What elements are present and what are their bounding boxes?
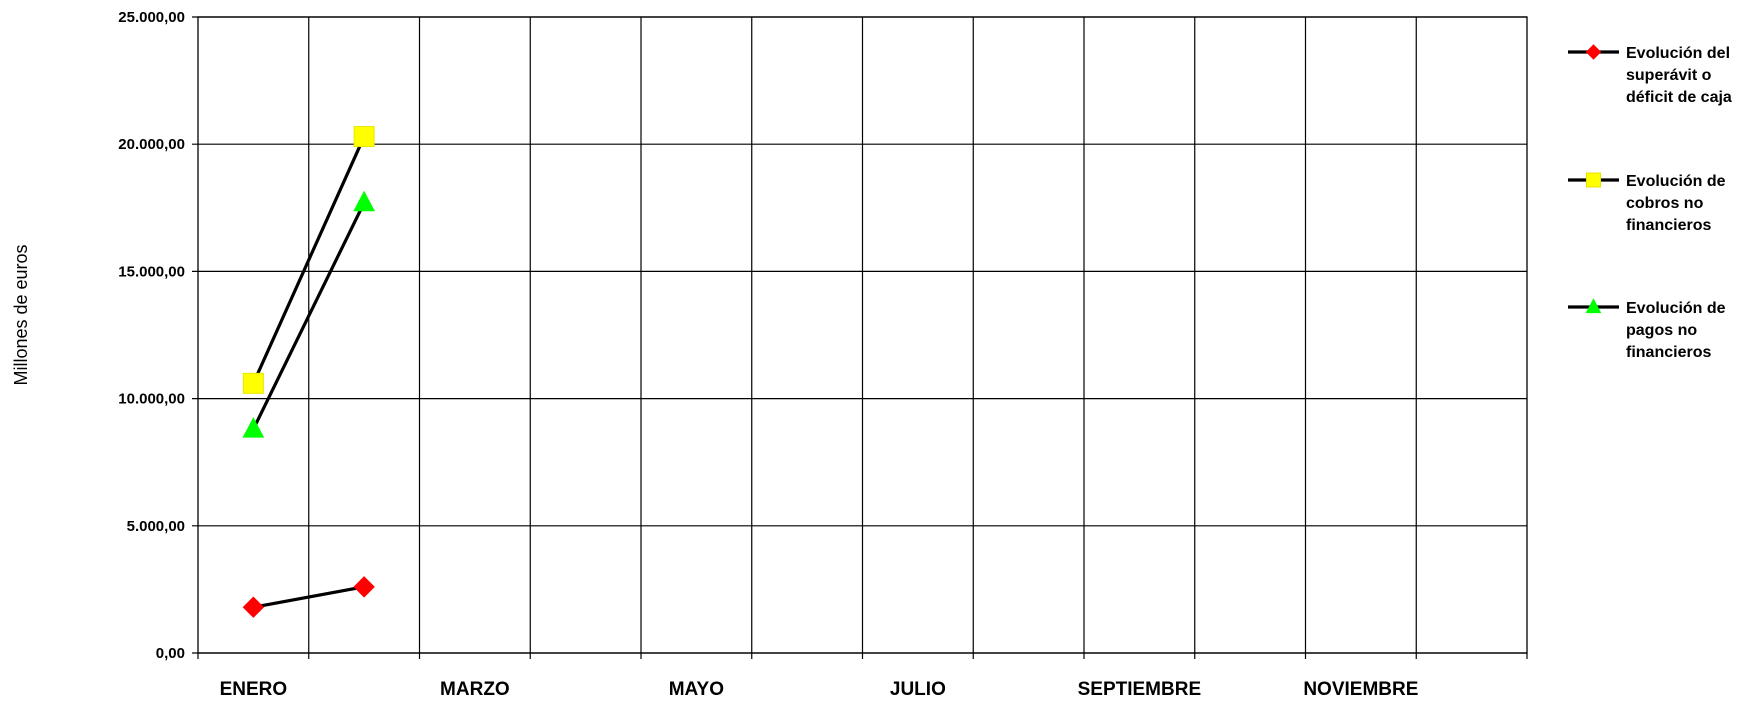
series-2 (242, 126, 375, 394)
data-point-square (1586, 172, 1601, 188)
legend-label: pagos no (1626, 322, 1697, 339)
x-tick-label: SEPTIEMBRE (1078, 679, 1202, 700)
legend-label: déficit de caja (1626, 89, 1732, 106)
y-tick-label: 5.000,00 (127, 518, 185, 535)
data-point-square (242, 372, 264, 394)
legend-entry-2: Evolución de cobros no financieros (1568, 172, 1726, 234)
data-point-triangle (353, 190, 375, 212)
y-tick-label: 15.000,00 (118, 263, 185, 280)
series-3 (242, 190, 375, 438)
y-tick-label: 20.000,00 (118, 136, 185, 153)
legend-label: Evolución de (1626, 173, 1726, 190)
series-1 (242, 576, 375, 618)
legend-label: superávit o (1626, 67, 1712, 84)
x-axis-ticks: ENERO MARZO MAYO JULIO SEPTIEMBRE NOVIEMBRE (220, 679, 1419, 700)
data-point-triangle (242, 417, 265, 438)
y-tick-label: 25.000,00 (118, 9, 185, 26)
legend-label: financieros (1626, 217, 1711, 234)
series-line (251, 202, 366, 430)
x-tick-label: JULIO (890, 679, 946, 700)
series-line (251, 135, 366, 384)
legend-entry-1: Evolución del superávit o déficit de caja (1568, 44, 1732, 106)
legend-entry-3: Evolución de pagos no financieros (1568, 298, 1726, 361)
x-tick-label: NOVIEMBRE (1303, 679, 1418, 700)
data-point-diamond (1585, 44, 1602, 60)
y-axis-label: Millones de euros (11, 244, 31, 385)
legend-label: Evolución de (1626, 300, 1726, 317)
data-point-diamond (242, 596, 265, 618)
y-axis-ticks: 0,00 5.000,00 10.000,00 15.000,00 20.000,00 2… (118, 9, 185, 662)
grid (192, 16, 1528, 659)
series (242, 126, 375, 618)
data-point-diamond (353, 576, 375, 598)
y-tick-label: 10.000,00 (118, 391, 185, 408)
x-tick-label: MARZO (440, 679, 510, 700)
legend-label: Evolución del (1626, 45, 1730, 62)
x-tick-label: ENERO (220, 679, 288, 700)
legend-label: financieros (1626, 344, 1711, 361)
series-line (253, 585, 365, 609)
y-tick-label: 0,00 (156, 645, 185, 662)
x-tick-label: MAYO (669, 679, 724, 700)
data-point-triangle (1585, 298, 1602, 314)
data-point-square (353, 126, 375, 148)
legend-label: cobros no (1626, 195, 1704, 212)
